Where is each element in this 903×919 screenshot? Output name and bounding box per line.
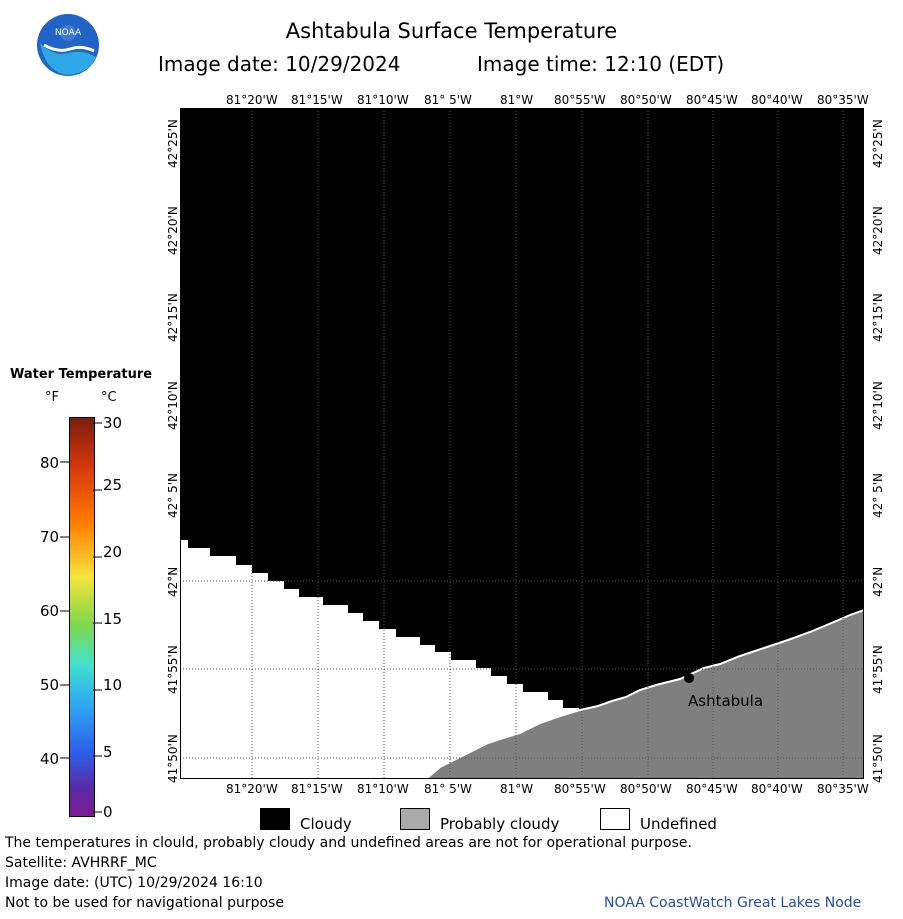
lat-label: 41°55'N	[871, 645, 885, 694]
map-border	[180, 108, 864, 779]
lon-label: 80°50'W	[620, 93, 672, 107]
lon-label: 81° 5'W	[424, 93, 472, 107]
lon-label: 80°35'W	[817, 93, 869, 107]
lat-label: 42°25'N	[871, 119, 885, 168]
image-time: Image time: 12:10 (EDT)	[477, 52, 725, 76]
lon-label: 81°W	[500, 93, 534, 107]
lat-label: 42°N	[166, 566, 180, 597]
color-scale-bar	[69, 417, 95, 817]
scale-ticks	[60, 422, 102, 813]
lon-label: 80°55'W	[554, 93, 606, 107]
lat-label: 42°10'N	[166, 381, 180, 430]
lon-label: 80°35'W	[817, 782, 869, 796]
f-tick: 50	[40, 676, 60, 694]
fahrenheit-unit: °F	[45, 390, 59, 405]
c-tick: 25	[103, 476, 123, 494]
disclaimer-text: The temperatures in clould, probably clo…	[5, 835, 692, 851]
lat-label: 42°25'N	[166, 119, 180, 168]
lon-label: 81°10'W	[357, 782, 409, 796]
graticule	[180, 108, 864, 779]
undefined-legend-label: Undefined	[640, 815, 717, 833]
lon-label: 81° 5'W	[424, 782, 472, 796]
lat-label: 42°20'N	[871, 206, 885, 255]
lon-label: 81°W	[500, 782, 534, 796]
lat-label: 41°50'N	[871, 734, 885, 783]
c-tick: 15	[103, 610, 123, 628]
lat-label: 42° 5'N	[871, 473, 885, 518]
lat-label: 42°15'N	[166, 293, 180, 342]
probably-cloudy-area	[424, 608, 864, 779]
lat-label: 41°50'N	[166, 734, 180, 783]
satellite-text: Satellite: AVHRRF_MC	[5, 855, 157, 871]
lon-label: 80°45'W	[686, 782, 738, 796]
lon-label: 81°20'W	[226, 93, 278, 107]
cloudy-swatch	[260, 808, 290, 830]
temperature-map	[180, 108, 864, 779]
celsius-unit: °C	[101, 390, 117, 405]
lat-label: 42° 5'N	[166, 473, 180, 518]
undefined-swatch	[600, 808, 630, 830]
lon-label: 80°40'W	[751, 93, 803, 107]
f-tick: 70	[40, 528, 60, 546]
lat-label: 41°55'N	[166, 645, 180, 694]
utc-date-text: Image date: (UTC) 10/29/2024 16:10	[5, 875, 263, 891]
lat-label: 42°10'N	[871, 381, 885, 430]
probably-cloudy-swatch	[400, 808, 430, 830]
city-marker-icon	[684, 673, 694, 683]
c-tick: 0	[103, 803, 113, 821]
undefined-area	[180, 540, 579, 779]
lon-label: 80°45'W	[686, 93, 738, 107]
f-tick: 60	[40, 602, 60, 620]
noaa-logo: NOAA	[37, 14, 99, 76]
c-tick: 5	[103, 743, 113, 761]
f-tick: 80	[40, 454, 60, 472]
svg-text:NOAA: NOAA	[55, 28, 82, 38]
lat-label: 42°20'N	[166, 206, 180, 255]
lon-label: 81°10'W	[357, 93, 409, 107]
probably-cloudy-legend-label: Probably cloudy	[440, 815, 560, 833]
lat-label: 42°15'N	[871, 293, 885, 342]
f-tick: 40	[40, 750, 60, 768]
c-tick: 10	[103, 676, 123, 694]
lon-label: 80°50'W	[620, 782, 672, 796]
page-title: Ashtabula Surface Temperature	[285, 19, 618, 43]
scale-title: Water Temperature	[10, 367, 153, 382]
lon-label: 81°20'W	[226, 782, 278, 796]
lon-label: 80°40'W	[751, 782, 803, 796]
cloudy-legend-label: Cloudy	[300, 815, 352, 833]
image-date: Image date: 10/29/2024	[158, 52, 401, 76]
lon-label: 80°55'W	[554, 782, 606, 796]
lon-label: 81°15'W	[291, 782, 343, 796]
credit-link[interactable]: NOAA CoastWatch Great Lakes Node	[604, 895, 862, 911]
lat-label: 42°N	[871, 566, 885, 597]
c-tick: 20	[103, 543, 123, 561]
lon-label: 81°15'W	[291, 93, 343, 107]
c-tick: 30	[103, 414, 123, 432]
nav-warning-text: Not to be used for navigational purpose	[5, 895, 284, 911]
city-label: Ashtabula	[688, 692, 764, 710]
